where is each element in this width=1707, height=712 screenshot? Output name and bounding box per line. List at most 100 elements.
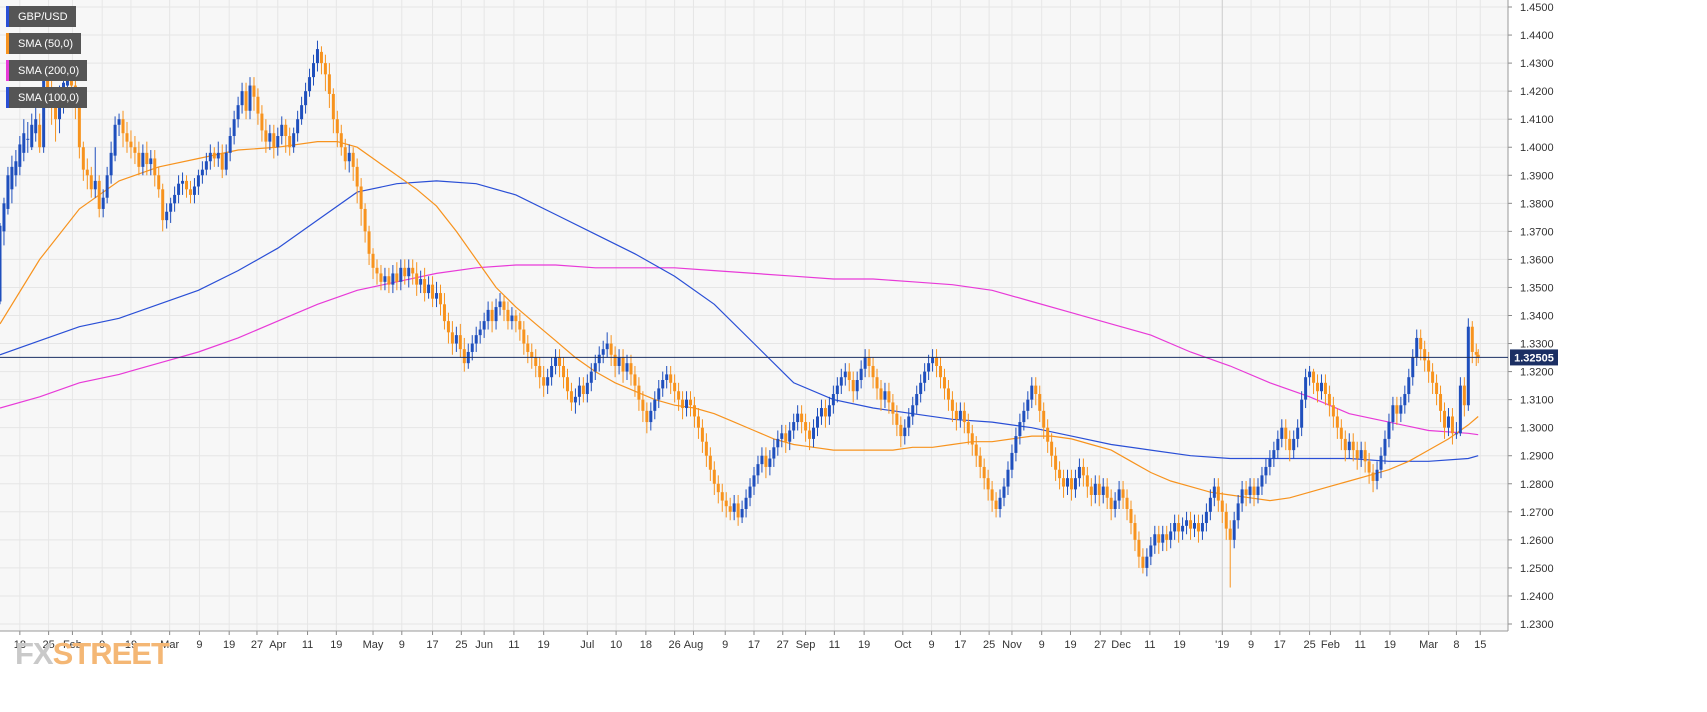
candle xyxy=(371,248,375,280)
candle xyxy=(1327,385,1331,417)
candle xyxy=(502,295,506,322)
candle xyxy=(1085,466,1089,498)
candle xyxy=(1466,318,1470,411)
candle-body xyxy=(776,438,780,448)
x-tick-label: 9 xyxy=(722,639,728,651)
candle xyxy=(752,466,756,495)
candle-body xyxy=(1443,410,1447,428)
candle xyxy=(419,270,423,294)
candle-body xyxy=(756,464,760,476)
candle xyxy=(681,391,685,420)
candle xyxy=(625,354,629,381)
candle xyxy=(708,447,712,481)
candle-body xyxy=(1185,520,1189,526)
candle-body xyxy=(855,380,859,392)
candle xyxy=(855,371,859,400)
candle-body xyxy=(1411,357,1415,378)
candle xyxy=(804,413,808,442)
candle xyxy=(907,408,911,437)
candle xyxy=(1395,396,1399,425)
candle-body xyxy=(978,455,982,467)
candle xyxy=(137,141,141,176)
candle-body xyxy=(1026,399,1030,411)
candle-body xyxy=(641,399,645,411)
candle-body xyxy=(1296,427,1300,439)
candle-body xyxy=(558,357,562,366)
candle-body xyxy=(565,377,569,392)
candle xyxy=(1423,340,1427,372)
sma100-line xyxy=(0,180,1479,462)
legend-item-sma200[interactable]: SMA (200,0) xyxy=(6,60,88,81)
candle-body xyxy=(1204,511,1208,524)
candle-body xyxy=(14,161,18,176)
y-tick-label: 1.3400 xyxy=(1520,311,1554,323)
candle-body xyxy=(220,152,224,170)
candle-body xyxy=(1208,497,1212,512)
x-tick-label: 18 xyxy=(640,639,652,651)
candle-body xyxy=(1014,436,1018,453)
candle xyxy=(423,267,427,302)
legend-swatch-sma200 xyxy=(6,60,9,81)
candle xyxy=(847,363,851,392)
candle xyxy=(958,402,962,428)
candle-body xyxy=(1141,556,1145,568)
candle xyxy=(1351,433,1355,462)
candle xyxy=(1300,391,1304,437)
candle-body xyxy=(661,380,665,389)
candle xyxy=(792,413,796,439)
candle-body xyxy=(740,509,744,518)
candle xyxy=(546,368,550,395)
candle-body xyxy=(1308,371,1312,378)
candle-body xyxy=(883,391,887,400)
candle-body xyxy=(1470,326,1474,352)
candle xyxy=(661,371,665,397)
candle xyxy=(212,147,216,167)
candle xyxy=(1054,447,1058,481)
candle xyxy=(744,489,748,518)
x-tick-label: 27 xyxy=(1094,639,1106,651)
candle xyxy=(391,265,395,294)
candle-body xyxy=(125,133,129,142)
candle-body xyxy=(46,77,50,92)
candle xyxy=(248,77,252,120)
candle-body xyxy=(153,158,157,176)
candle-body xyxy=(581,385,585,395)
candle-body xyxy=(113,124,117,156)
candle xyxy=(526,335,530,364)
candle-body xyxy=(1395,405,1399,414)
candle xyxy=(256,88,260,125)
x-tick-label: May xyxy=(363,639,384,651)
candle xyxy=(185,175,189,198)
candle-body xyxy=(903,427,907,437)
candle-body xyxy=(1240,489,1244,504)
candle-body xyxy=(446,321,450,333)
candle-body xyxy=(1407,377,1411,395)
candle-body xyxy=(315,49,319,64)
legend-item-sma100[interactable]: SMA (100,0) xyxy=(6,87,88,108)
candle xyxy=(327,63,331,108)
legend-item-sma50[interactable]: SMA (50,0) xyxy=(6,33,82,54)
candle xyxy=(609,335,613,366)
x-tick-label: 19 xyxy=(538,639,550,651)
candle-body xyxy=(363,208,367,232)
candle-body xyxy=(677,391,681,400)
candle-body xyxy=(58,99,62,120)
candle xyxy=(1335,408,1339,439)
candle xyxy=(1387,413,1391,448)
candle-body xyxy=(835,385,839,395)
candle xyxy=(264,119,268,153)
candle-body xyxy=(1343,438,1347,451)
candle xyxy=(1220,492,1224,524)
candle-body xyxy=(637,385,641,400)
candle-body xyxy=(359,186,363,209)
candle xyxy=(149,150,153,176)
candle xyxy=(1066,469,1070,495)
candle-body xyxy=(185,180,189,190)
candle-body xyxy=(288,136,292,148)
x-tick-label: 11 xyxy=(508,639,519,651)
legend-item-gbpusd[interactable]: GBP/USD xyxy=(6,6,76,27)
candle-body xyxy=(1058,469,1062,479)
candle-body xyxy=(2,203,6,232)
candle-body xyxy=(839,377,843,386)
